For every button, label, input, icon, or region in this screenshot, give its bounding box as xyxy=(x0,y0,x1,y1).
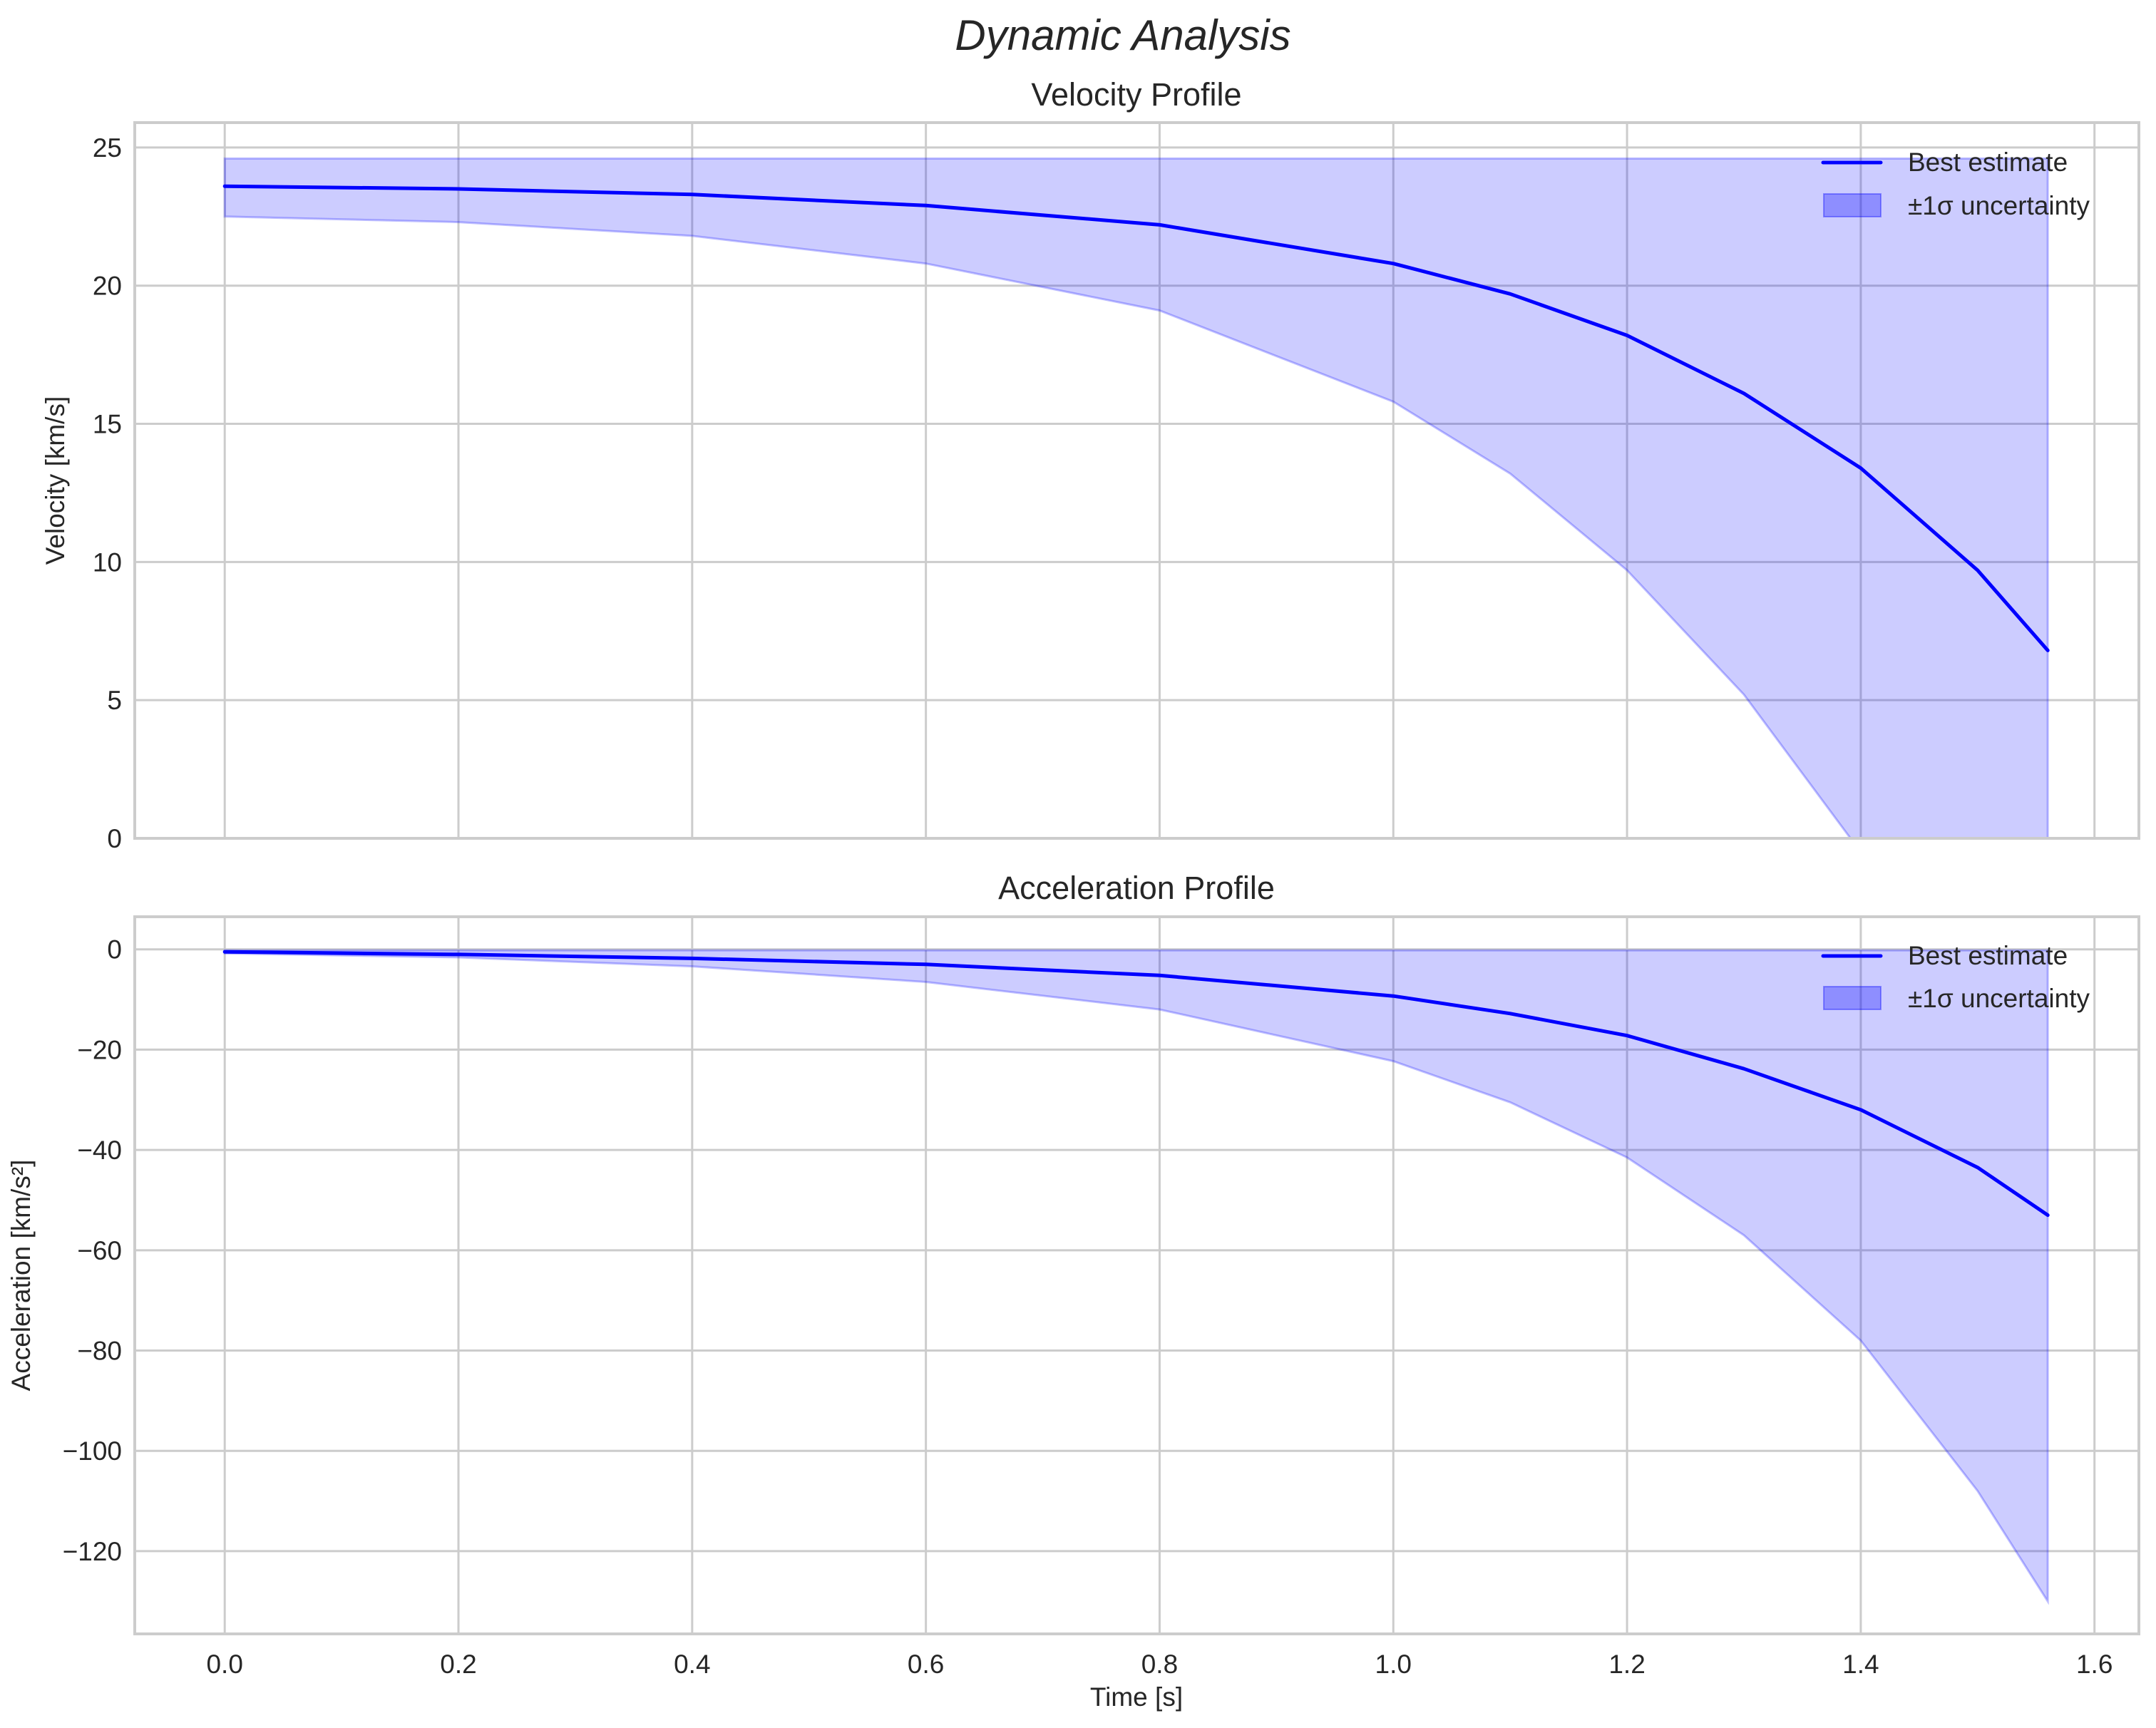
y-tick-label: 20 xyxy=(93,272,122,301)
x-tick-label: 1.6 xyxy=(2076,1650,2113,1679)
time-x-label: Time [s] xyxy=(1090,1682,1183,1712)
x-tick-label: 0.8 xyxy=(1141,1650,1178,1679)
x-tick-label: 0.2 xyxy=(440,1650,476,1679)
x-tick-label: 1.2 xyxy=(1608,1650,1645,1679)
velocity-subplot-title: Velocity Profile xyxy=(1031,76,1241,113)
y-tick-label: 0 xyxy=(107,824,122,853)
y-tick-label: 5 xyxy=(107,686,122,715)
acceleration-subplot-title: Acceleration Profile xyxy=(998,870,1275,906)
acceleration-y-label: Acceleration [km/s²] xyxy=(6,1160,36,1392)
acceleration-best-estimate-line xyxy=(222,950,2050,1218)
acceleration-legend: Best estimate ±1σ uncertainty xyxy=(1821,941,2090,1013)
acceleration-grid xyxy=(135,917,2139,1634)
acceleration-y-ticks: 0 −20 −40 −60 −80 −100 −120 xyxy=(63,935,122,1566)
legend-band-swatch xyxy=(1823,986,1882,1010)
y-tick-label: −100 xyxy=(63,1436,122,1466)
y-tick-label: 15 xyxy=(93,410,122,439)
legend-band-swatch xyxy=(1823,193,1882,217)
legend-uncertainty: ±1σ uncertainty xyxy=(1908,984,2090,1013)
uncertainty-band-area xyxy=(223,949,2049,1605)
x-tick-label: 0.6 xyxy=(908,1650,944,1679)
y-tick-label: −120 xyxy=(63,1537,122,1566)
acceleration-uncertainty-band xyxy=(223,949,2049,1605)
time-x-ticks: 0.0 0.2 0.4 0.6 0.8 1.0 1.2 1.4 1.6 xyxy=(206,1650,2113,1679)
best-estimate-path xyxy=(222,950,2050,1218)
legend-uncertainty: ±1σ uncertainty xyxy=(1908,191,2090,220)
acceleration-axes-frame xyxy=(133,915,2140,1635)
y-tick-label: 25 xyxy=(93,133,122,163)
velocity-uncertainty-band xyxy=(223,157,2049,838)
velocity-legend: Best estimate ±1σ uncertainty xyxy=(1821,148,2090,220)
x-tick-label: 0.0 xyxy=(206,1650,242,1679)
y-tick-label: −40 xyxy=(77,1136,122,1165)
x-tick-label: 0.4 xyxy=(674,1650,710,1679)
acceleration-subplot: Acceleration Profile 0 −20 −40 −60 −80 −100 −1… xyxy=(6,870,2140,1712)
y-tick-label: −60 xyxy=(77,1236,122,1265)
y-tick-label: 10 xyxy=(93,547,122,577)
velocity-subplot: Velocity Profile 0 5 10 15 20 25 Velocity [km… xyxy=(41,76,2140,853)
x-tick-label: 1.4 xyxy=(1842,1650,1879,1679)
best-estimate-path xyxy=(222,184,2050,652)
uncertainty-band-area xyxy=(223,157,2049,838)
y-tick-label: 0 xyxy=(107,935,122,965)
figure-title: Dynamic Analysis xyxy=(955,11,1290,59)
legend-best-estimate: Best estimate xyxy=(1908,941,2068,970)
y-tick-label: −80 xyxy=(77,1337,122,1366)
velocity-axes-frame xyxy=(133,121,2140,840)
velocity-y-ticks: 0 5 10 15 20 25 xyxy=(93,133,122,853)
velocity-best-estimate-line xyxy=(222,184,2050,652)
y-tick-label: −20 xyxy=(77,1035,122,1064)
legend-best-estimate: Best estimate xyxy=(1908,148,2068,177)
x-tick-label: 1.0 xyxy=(1375,1650,1412,1679)
velocity-y-label: Velocity [km/s] xyxy=(41,396,70,565)
